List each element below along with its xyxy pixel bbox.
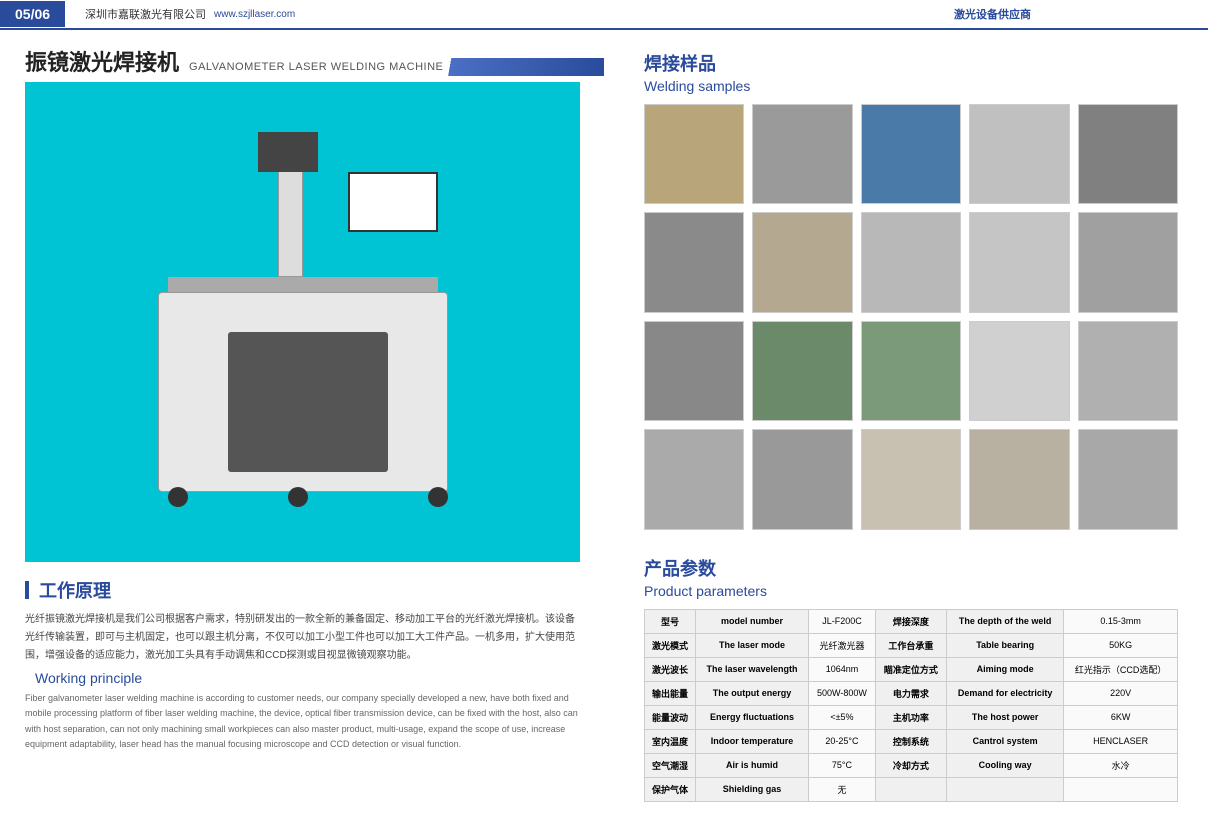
working-principle-cn: 工作原理	[39, 577, 111, 603]
sample-image	[1078, 104, 1178, 204]
table-cell: The laser wavelength	[695, 657, 808, 681]
table-cell: 6KW	[1064, 705, 1178, 729]
sample-image	[861, 104, 961, 204]
table-cell: 冷却方式	[875, 753, 946, 777]
table-cell: 焊接深度	[875, 609, 946, 633]
sample-image	[644, 104, 744, 204]
table-cell: 输出能量	[645, 681, 696, 705]
table-cell: 空气潮湿	[645, 753, 696, 777]
table-cell: The output energy	[695, 681, 808, 705]
section-bar-icon	[25, 581, 29, 599]
table-cell: The laser mode	[695, 633, 808, 657]
sample-image	[969, 429, 1069, 529]
table-cell: 工作台承重	[875, 633, 946, 657]
table-cell: 激光波长	[645, 657, 696, 681]
website: www.szjllaser.com	[214, 9, 295, 20]
sample-image	[752, 212, 852, 312]
table-cell: 水冷	[1064, 753, 1178, 777]
machine-illustration	[128, 132, 478, 512]
table-cell	[875, 777, 946, 801]
working-principle-title: 工作原理	[25, 577, 579, 603]
table-cell: 瞄准定位方式	[875, 657, 946, 681]
table-cell	[1064, 777, 1178, 801]
table-cell: Cooling way	[947, 753, 1064, 777]
sample-image	[969, 212, 1069, 312]
sample-image	[861, 212, 961, 312]
table-cell: Energy fluctuations	[695, 705, 808, 729]
table-cell: 型号	[645, 609, 696, 633]
table-cell: 50KG	[1064, 633, 1178, 657]
table-cell: 0.15-3mm	[1064, 609, 1178, 633]
table-cell: Demand for electricity	[947, 681, 1064, 705]
company-name: 深圳市嘉联激光有限公司	[85, 6, 206, 22]
table-cell: 20-25°C	[809, 729, 876, 753]
table-cell: 能量波动	[645, 705, 696, 729]
table-cell: Aiming mode	[947, 657, 1064, 681]
table-cell: 1064nm	[809, 657, 876, 681]
page-number: 05/06	[0, 1, 65, 27]
supplier-label: 激光设备供应商	[954, 6, 1031, 22]
header-left: 05/06 深圳市嘉联激光有限公司 www.szjllaser.com	[0, 0, 604, 30]
sample-image	[644, 429, 744, 529]
table-cell: Air is humid	[695, 753, 808, 777]
working-principle-body-cn: 光纤振镜激光焊接机是我们公司根据客户需求，特别研发出的一款全新的兼备固定、移动加…	[25, 611, 579, 665]
table-cell: 光纤激光器	[809, 633, 876, 657]
table-cell: 220V	[1064, 681, 1178, 705]
params-title-cn: 产品参数	[644, 555, 1178, 581]
sample-image	[1078, 429, 1178, 529]
sample-image	[1078, 212, 1178, 312]
sample-image	[969, 321, 1069, 421]
product-photo	[25, 82, 580, 562]
table-cell: Shielding gas	[695, 777, 808, 801]
table-cell: 控制系统	[875, 729, 946, 753]
header-right: 激光设备供应商	[604, 0, 1208, 30]
sample-image	[752, 104, 852, 204]
params-table: 型号model numberJL-F200C焊接深度The depth of t…	[644, 609, 1178, 802]
samples-grid	[644, 104, 1178, 530]
params-section: 产品参数 Product parameters 型号model numberJL…	[644, 555, 1178, 802]
table-cell	[947, 777, 1064, 801]
params-title-en: Product parameters	[644, 583, 1178, 599]
samples-title: 焊接样品 Welding samples	[644, 50, 1208, 94]
samples-title-cn: 焊接样品	[644, 50, 1208, 76]
working-principle-en: Working principle	[35, 670, 604, 686]
left-page: 05/06 深圳市嘉联激光有限公司 www.szjllaser.com 振镜激光…	[0, 0, 604, 826]
table-cell: The depth of the weld	[947, 609, 1064, 633]
product-title-cn: 振镜激光焊接机	[25, 45, 179, 77]
sample-image	[752, 321, 852, 421]
sample-image	[1078, 321, 1178, 421]
table-cell: 500W-800W	[809, 681, 876, 705]
sample-image	[752, 429, 852, 529]
table-cell: 75°C	[809, 753, 876, 777]
table-cell: 激光模式	[645, 633, 696, 657]
table-cell: The host power	[947, 705, 1064, 729]
table-cell: 电力需求	[875, 681, 946, 705]
table-cell: 无	[809, 777, 876, 801]
right-page: 激光设备供应商 焊接样品 Welding samples 产品参数 Produc…	[604, 0, 1208, 826]
table-cell: 保护气体	[645, 777, 696, 801]
table-cell: Table bearing	[947, 633, 1064, 657]
table-cell: HENCLASER	[1064, 729, 1178, 753]
table-cell: 室内温度	[645, 729, 696, 753]
sample-image	[644, 212, 744, 312]
sample-image	[861, 429, 961, 529]
working-principle-body-en: Fiber galvanometer laser welding machine…	[25, 691, 579, 752]
table-cell: 主机功率	[875, 705, 946, 729]
sample-image	[861, 321, 961, 421]
table-cell: Indoor temperature	[695, 729, 808, 753]
table-cell: Cantrol system	[947, 729, 1064, 753]
table-cell: 红光指示（CCD选配）	[1064, 657, 1178, 681]
table-cell: JL-F200C	[809, 609, 876, 633]
samples-title-en: Welding samples	[644, 78, 1208, 94]
product-title-en: GALVANOMETER LASER WELDING MACHINE	[189, 61, 443, 73]
title-accent-shape	[434, 58, 604, 76]
sample-image	[969, 104, 1069, 204]
table-cell: model number	[695, 609, 808, 633]
sample-image	[644, 321, 744, 421]
table-cell: <±5%	[809, 705, 876, 729]
